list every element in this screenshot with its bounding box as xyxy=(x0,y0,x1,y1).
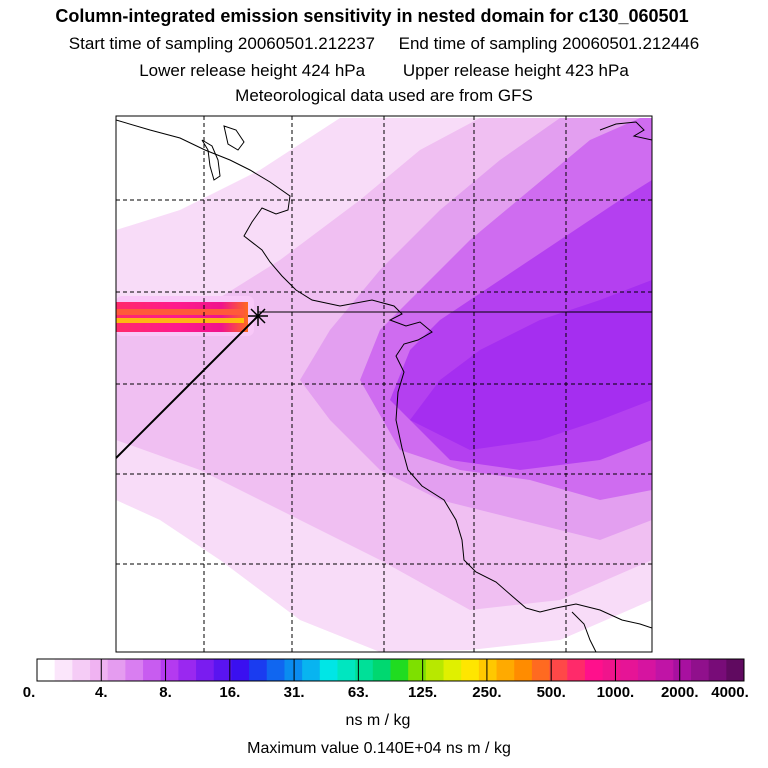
inlet-outline-2 xyxy=(599,121,652,141)
plume-streak xyxy=(116,309,244,315)
colorbar-swatch xyxy=(319,659,338,681)
met-data-label: Meteorological data used are from GFS xyxy=(235,86,533,105)
island-outline xyxy=(201,139,221,181)
colorbar-swatch xyxy=(337,659,356,681)
colorbar-swatch xyxy=(584,659,604,681)
colorbar-tick-label: 63. xyxy=(347,684,369,701)
release-heights: Lower release height 424 hPa Upper relea… xyxy=(0,61,768,81)
colorbar-swatch xyxy=(231,659,250,681)
colorbar-tick-label: 8. xyxy=(159,684,172,701)
colorbar-swatch xyxy=(531,659,551,681)
colorbar xyxy=(36,659,745,681)
colorbar-swatch xyxy=(213,659,232,681)
colorbar-swatch xyxy=(620,659,639,681)
coastline xyxy=(116,119,652,629)
colorbar-swatch xyxy=(196,659,215,681)
colorbar-swatch xyxy=(390,659,409,681)
plume-streak-2 xyxy=(116,318,244,323)
colorbar-tick-label: 4. xyxy=(95,684,108,701)
sampling-times: Start time of sampling 20060501.212237 E… xyxy=(0,34,768,54)
colorbar-swatch xyxy=(249,659,268,681)
colorbar-tick-label: 4000. xyxy=(711,684,749,701)
colorbar-swatch xyxy=(655,659,674,681)
field-gap-1 xyxy=(116,540,260,652)
release-point-marker xyxy=(248,306,268,326)
colorbar-swatch xyxy=(37,659,56,681)
plume-core xyxy=(116,302,248,332)
grid-lines xyxy=(116,116,652,652)
inlet-outline xyxy=(571,611,597,652)
island-outline-2 xyxy=(223,125,245,151)
colorbar-swatch xyxy=(690,659,710,681)
colorbar-swatch xyxy=(567,659,586,681)
colorbar-swatch xyxy=(708,659,727,681)
end-time-label: End time of sampling 20060501.212446 xyxy=(398,34,700,53)
colorbar-tick-label: 2000. xyxy=(660,684,699,701)
colorbar-tick-label: 16. xyxy=(219,684,241,701)
colorbar-swatch xyxy=(408,659,427,681)
colorbar-swatch xyxy=(302,659,321,681)
colorbar-swatch xyxy=(443,659,462,681)
colorbar-tick-label: 250. xyxy=(472,684,502,701)
colorbar-swatch xyxy=(461,659,480,681)
colorbar-swatch xyxy=(107,659,126,681)
colorbar-tick-label: 1000. xyxy=(596,684,635,701)
upper-release-label: Upper release height 423 hPa xyxy=(402,61,629,80)
colorbar-swatch xyxy=(514,659,533,681)
field-gap-2 xyxy=(116,116,200,200)
colorbar-swatch xyxy=(125,659,144,681)
flight-track-diagonal xyxy=(116,315,259,459)
colorbar-swatch xyxy=(673,659,692,681)
colorbar-swatch xyxy=(478,659,498,681)
colorbar-swatch xyxy=(425,659,445,681)
colorbar-frame xyxy=(36,658,745,682)
field-band-6 xyxy=(410,280,652,450)
colorbar-swatch xyxy=(90,659,109,681)
colorbar-tick-label: 125. xyxy=(408,684,438,701)
colorbar-units: ns m / kg xyxy=(345,712,411,729)
start-time-label: Start time of sampling 20060501.212237 xyxy=(68,34,376,53)
map-frame xyxy=(115,115,653,653)
colorbar-swatch xyxy=(355,659,374,681)
colorbar-swatch xyxy=(726,659,745,681)
lower-release-label: Lower release height 424 hPa xyxy=(139,61,366,80)
colorbar-swatch xyxy=(54,659,73,681)
max-value-label: Maximum value 0.140E+04 ns m / kg xyxy=(247,740,511,757)
colorbar-swatch xyxy=(178,659,197,681)
colorbar-tick-label: 500. xyxy=(536,684,566,701)
colorbar-swatch xyxy=(160,659,179,681)
colorbar-swatch xyxy=(602,659,621,681)
colorbar-swatch xyxy=(549,659,568,681)
colorbar-swatch xyxy=(372,659,391,681)
colorbar-swatch xyxy=(72,659,91,681)
colorbar-swatch xyxy=(284,659,303,681)
colorbar-swatch xyxy=(266,659,285,681)
colorbar-swatch xyxy=(143,659,162,681)
chart-title: Column-integrated emission sensitivity i… xyxy=(55,6,689,26)
colorbar-tick-label: 0. xyxy=(22,684,36,701)
colorbar-tick-label: 31. xyxy=(283,684,305,701)
colorbar-swatch xyxy=(496,659,515,681)
colorbar-swatch xyxy=(637,659,657,681)
